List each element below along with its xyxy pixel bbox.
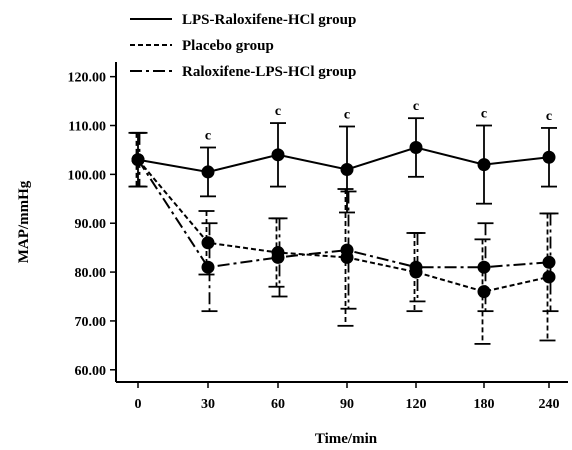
data-point xyxy=(271,250,285,264)
x-tick-label: 180 xyxy=(474,397,495,412)
significance-label: c xyxy=(275,104,281,119)
y-ticks: 60.00 70.00 80.00 90.00 100.00 110.00 120.00 xyxy=(68,71,116,379)
axes xyxy=(115,62,568,383)
significance-label: c xyxy=(481,107,487,122)
x-tick-label: 0 xyxy=(135,397,142,412)
legend-label: LPS-Raloxifene-HCl group xyxy=(182,12,356,28)
y-axis-label: MAP/mmHg xyxy=(16,180,32,263)
x-tick-label: 60 xyxy=(271,397,285,412)
data-point xyxy=(271,148,285,162)
data-point xyxy=(477,260,491,274)
data-point xyxy=(131,153,145,167)
data-point xyxy=(201,236,215,250)
x-tick-label: 120 xyxy=(406,397,427,412)
data-point xyxy=(477,158,491,172)
legend-label: Placebo group xyxy=(182,38,274,54)
x-tick-label: 90 xyxy=(340,397,354,412)
data-point xyxy=(409,140,423,154)
data-point xyxy=(340,162,354,176)
data-point xyxy=(542,150,556,164)
y-tick-label: 90.00 xyxy=(75,217,107,232)
x-ticks: 0 30 60 90 120 180 240 xyxy=(135,382,560,412)
data-point xyxy=(201,165,215,179)
data-point xyxy=(542,270,556,284)
y-tick-label: 100.00 xyxy=(68,168,107,183)
significance-label: c xyxy=(546,109,552,124)
significance-label: c xyxy=(205,128,211,143)
y-tick-label: 70.00 xyxy=(75,315,107,330)
y-tick-label: 60.00 xyxy=(75,364,107,379)
x-tick-label: 240 xyxy=(539,397,560,412)
legend-label: Raloxifene-LPS-HCl group xyxy=(182,64,356,80)
y-tick-label: 80.00 xyxy=(75,266,107,281)
data-point xyxy=(340,243,354,257)
significance-label: c xyxy=(344,107,350,122)
data-point xyxy=(477,285,491,299)
x-tick-label: 30 xyxy=(201,397,215,412)
data-point xyxy=(542,255,556,269)
y-tick-label: 120.00 xyxy=(68,71,107,86)
data-point xyxy=(201,260,215,274)
y-tick-label: 110.00 xyxy=(68,120,106,135)
significance-label: c xyxy=(413,99,419,114)
x-axis-label: Time/min xyxy=(315,431,378,447)
legend: LPS-Raloxifene-HCl group Placebo group Ral… xyxy=(130,12,356,80)
plot-area: c c c c c c xyxy=(128,99,559,345)
data-point xyxy=(409,260,423,274)
